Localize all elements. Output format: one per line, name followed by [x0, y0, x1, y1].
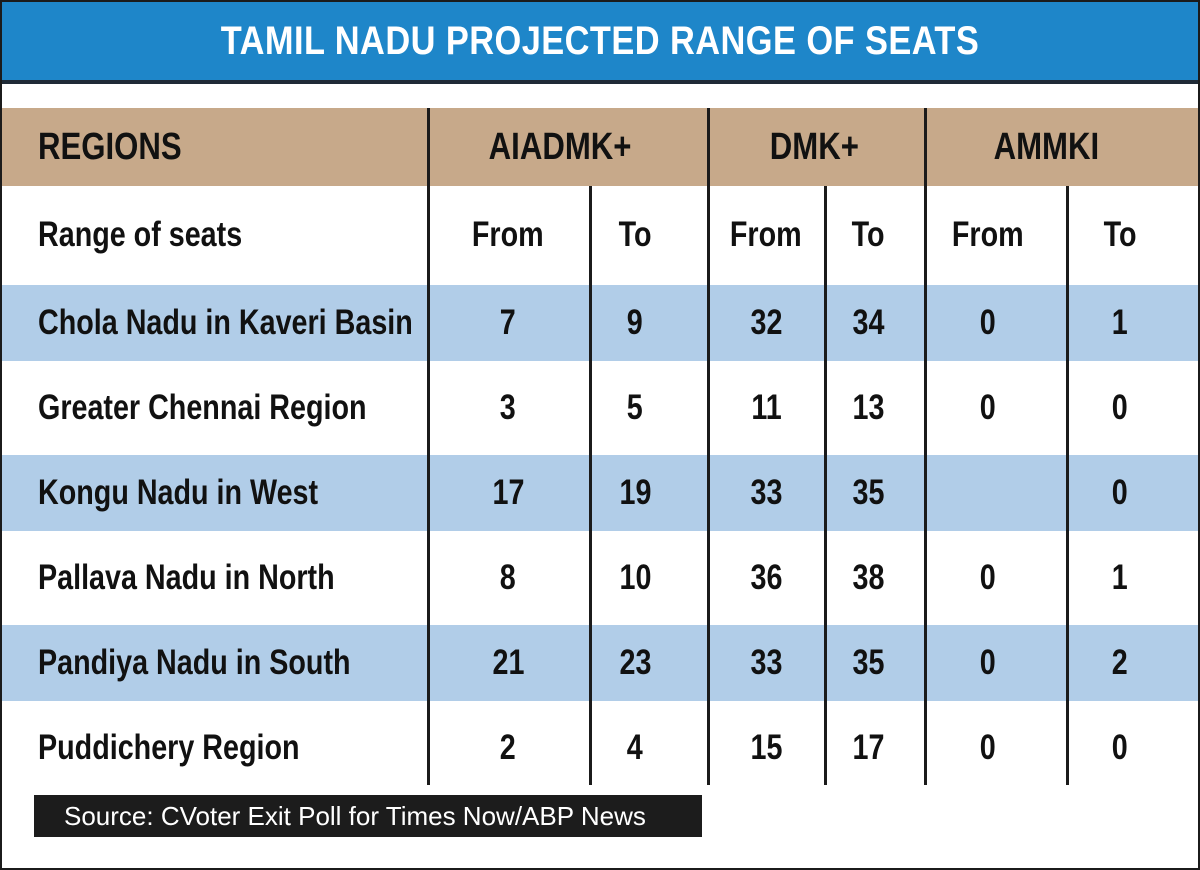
seat-value: 21: [492, 643, 524, 682]
seat-value: 33: [750, 473, 782, 512]
seat-value: 35: [852, 643, 884, 682]
seat-value: 35: [852, 473, 884, 512]
seat-value: 0: [1112, 473, 1128, 512]
region-label: Kongu Nadu in West: [38, 473, 319, 512]
region-label: Pandiya Nadu in South: [38, 643, 351, 682]
seat-value: 36: [750, 558, 782, 597]
seat-value: 0: [980, 303, 996, 342]
header-party: AIADMK+: [488, 125, 632, 168]
seat-value: 0: [980, 728, 996, 767]
row-highlight: [2, 625, 1198, 701]
column-divider: [824, 186, 827, 785]
row-highlight: [2, 285, 1198, 361]
seat-value: 23: [619, 643, 651, 682]
subheader-column: From: [472, 215, 544, 254]
seat-value: 8: [500, 558, 516, 597]
group-divider: [427, 108, 430, 785]
header-regions: REGIONS: [38, 125, 182, 168]
seat-value: 2: [500, 728, 516, 767]
seat-value: 0: [980, 558, 996, 597]
page-title: TAMIL NADU PROJECTED RANGE OF SEATS: [220, 18, 980, 63]
region-label: Pallava Nadu in North: [38, 558, 335, 597]
seat-value: 3: [500, 388, 516, 427]
header-party: DMK+: [769, 125, 859, 168]
seat-value: 7: [500, 303, 516, 342]
source-note: Source: CVoter Exit Poll for Times Now/A…: [34, 795, 702, 837]
seat-value: 4: [627, 728, 643, 767]
seat-value: 0: [980, 388, 996, 427]
seat-value: 17: [492, 473, 524, 512]
subheader-column: To: [618, 215, 652, 254]
group-divider: [707, 108, 710, 785]
seat-value: 17: [852, 728, 884, 767]
seat-value: 33: [750, 643, 782, 682]
seat-value: 1: [1112, 303, 1128, 342]
subheader-column: From: [952, 215, 1024, 254]
seat-value: 1: [1112, 558, 1128, 597]
column-divider: [1066, 186, 1069, 785]
source-text: Source: CVoter Exit Poll for Times Now/A…: [64, 800, 646, 831]
region-label: Greater Chennai Region: [38, 388, 367, 427]
seat-value: 0: [1112, 728, 1128, 767]
subheader-column: To: [851, 215, 885, 254]
seat-value: 11: [750, 388, 782, 427]
row-highlight: [2, 455, 1198, 531]
seat-value: 0: [1112, 388, 1128, 427]
seat-value: 10: [619, 558, 651, 597]
title-bar: TAMIL NADU PROJECTED RANGE OF SEATS: [2, 2, 1198, 84]
seat-value: 2: [1112, 643, 1128, 682]
group-divider: [924, 108, 927, 785]
seat-value: 13: [852, 388, 884, 427]
seat-value: 5: [627, 388, 643, 427]
region-label: Chola Nadu in Kaveri Basin: [38, 303, 413, 342]
header-party: AMMKI: [993, 125, 1099, 168]
seat-value: 15: [750, 728, 782, 767]
seat-value: 9: [627, 303, 643, 342]
seat-value: 0: [980, 643, 996, 682]
subheader-column: From: [730, 215, 802, 254]
seat-value: [938, 455, 1038, 531]
seat-value: 32: [750, 303, 782, 342]
seat-value: 19: [619, 473, 651, 512]
seat-value: 38: [852, 558, 884, 597]
column-divider: [589, 186, 592, 785]
subheader-column: To: [1103, 215, 1137, 254]
subheader-label: Range of seats: [38, 215, 243, 254]
region-label: Puddichery Region: [38, 728, 300, 767]
header-band: [2, 108, 1198, 186]
seat-value: 34: [852, 303, 884, 342]
